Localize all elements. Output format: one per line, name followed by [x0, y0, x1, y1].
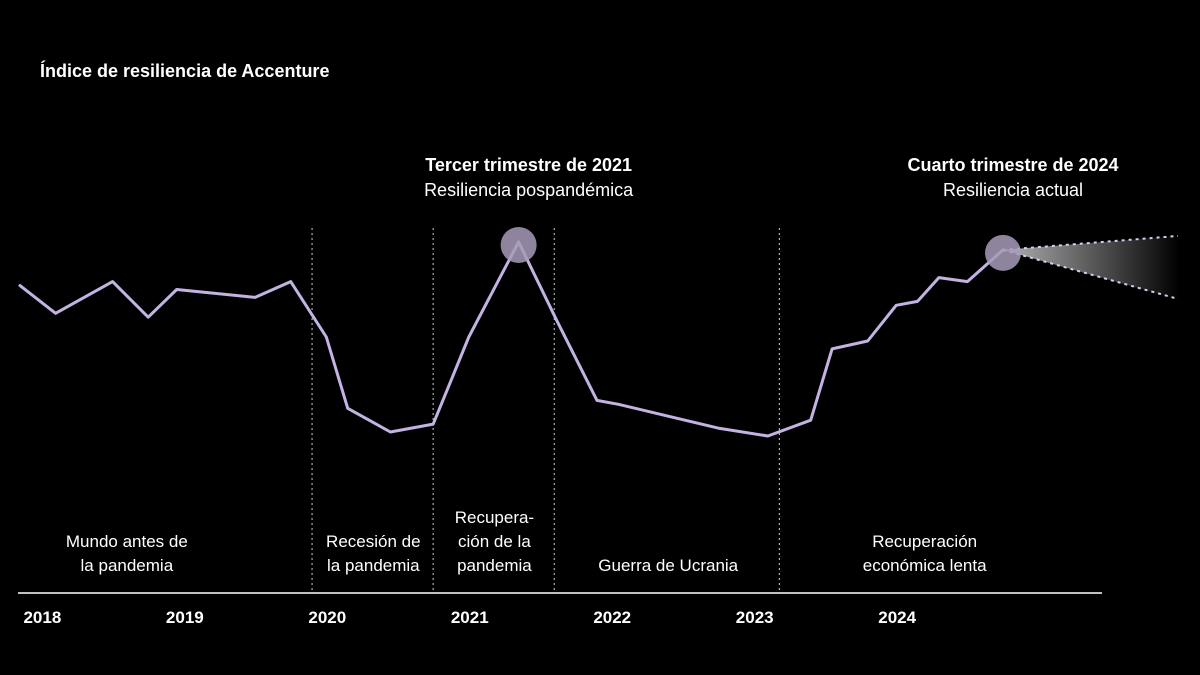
phase-label: Recupera-ción de la pandemia: [455, 508, 534, 575]
phase-label: Recuperación económica lenta: [863, 532, 987, 575]
highlight-subtitle: Resiliencia pospandémica: [424, 180, 634, 200]
phase-label-line: pandemia: [457, 556, 532, 575]
phase-label-line: la pandemia: [327, 556, 420, 575]
phase-label-line: Recuperación: [872, 532, 977, 551]
forecast-cone: [1003, 235, 1180, 300]
phase-label: Guerra de Ucrania: [598, 556, 738, 575]
x-tick-label: 2021: [451, 608, 489, 627]
x-tick-label: 2022: [593, 608, 631, 627]
phase-label-line: la pandemia: [81, 556, 174, 575]
highlight-subtitle: Resiliencia actual: [943, 180, 1083, 200]
phase-label-line: Recupera-: [455, 508, 534, 527]
phase-label-line: Recesión de: [326, 532, 421, 551]
forecast-upper-line: [1002, 234, 1179, 251]
series-line: [18, 240, 1005, 438]
phase-label-line: Guerra de Ucrania: [598, 556, 738, 575]
phase-label-line: ción de la: [458, 532, 531, 551]
phase-label-line: Mundo antes de: [66, 532, 188, 551]
highlight-marker: [500, 227, 537, 263]
highlight-title: Cuarto trimestre de 2024: [907, 155, 1118, 175]
x-tick-label: 2024: [878, 608, 916, 627]
x-tick-label: 2023: [736, 608, 774, 627]
x-tick-label: 2020: [308, 608, 346, 627]
phase-label: Mundo antes de la pandemia: [66, 532, 188, 575]
highlight-marker: [985, 234, 1022, 271]
highlight-title: Tercer trimestre de 2021: [425, 155, 632, 175]
forecast-lower-line: [1002, 248, 1179, 300]
x-tick-label: 2018: [23, 608, 61, 627]
chart-title: Índice de resiliencia de Accenture: [40, 61, 330, 81]
phase-label-line: económica lenta: [863, 556, 987, 575]
x-tick-label: 2019: [166, 608, 204, 627]
phase-label: Recesión de la pandemia: [326, 532, 421, 575]
